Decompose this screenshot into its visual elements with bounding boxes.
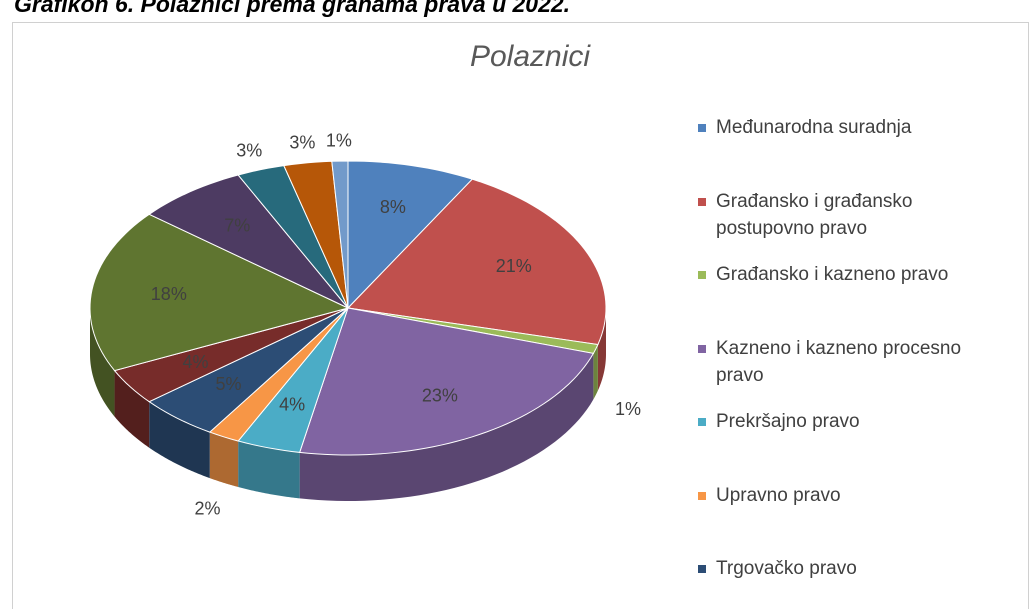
legend-swatch xyxy=(698,418,706,426)
pie-side xyxy=(149,401,210,479)
legend-label: Trgovačko pravo xyxy=(716,558,857,579)
pie-slice xyxy=(283,160,349,309)
pie-slice xyxy=(148,174,349,309)
data-label: 7% xyxy=(224,215,250,235)
data-label: 1% xyxy=(326,131,352,151)
legend-item: Međunarodna suradnja xyxy=(698,114,981,188)
pie-side xyxy=(209,432,239,488)
heading: Grafikon 6. Polaznici prema granama prav… xyxy=(14,0,570,17)
legend-swatch xyxy=(698,124,706,132)
data-label: 18% xyxy=(151,284,187,304)
data-label: 3% xyxy=(289,133,315,153)
legend-label: Međunarodna suradnja xyxy=(716,117,912,138)
data-label: 4% xyxy=(183,352,209,372)
pie-slice xyxy=(113,307,349,403)
pie-side xyxy=(299,353,594,501)
pie-slice xyxy=(346,178,607,346)
legend-swatch xyxy=(698,344,706,353)
legend-label: Kazneno i kazneno procesno pravo xyxy=(716,337,962,386)
legend-label: Prekršajno pravo xyxy=(716,411,860,432)
legend-item: Upravno pravo xyxy=(698,482,981,556)
pie-slice xyxy=(237,165,349,309)
legend-label: Upravno pravo xyxy=(716,484,841,506)
legend-label: Građansko i kazneno pravo xyxy=(716,264,949,285)
pie-slice xyxy=(89,213,350,372)
data-label: 3% xyxy=(236,140,262,160)
data-label: 1% xyxy=(615,399,641,419)
data-label: 8% xyxy=(380,197,406,217)
data-label: 23% xyxy=(422,385,458,405)
pie-side xyxy=(90,308,115,417)
pie-side xyxy=(597,308,606,391)
data-label: 21% xyxy=(496,256,532,276)
pie-side xyxy=(114,370,150,448)
legend-label: Građansko i građansko postupovno pravo xyxy=(716,190,913,239)
legend-item: Kazneno i kazneno procesno pravo xyxy=(698,335,981,409)
legend-item: Građansko i kazneno pravo xyxy=(698,261,981,335)
pie-slice xyxy=(331,160,349,309)
legend-item: Prekršajno pravo xyxy=(698,408,981,482)
data-label: 5% xyxy=(216,374,242,394)
pie-slice xyxy=(237,307,349,453)
legend-swatch xyxy=(698,565,706,573)
legend-swatch xyxy=(698,197,706,206)
pie-slice xyxy=(148,307,349,433)
legend: Međunarodna suradnja Građansko i građansk… xyxy=(698,114,998,609)
data-label: 2% xyxy=(195,498,221,518)
data-label: 4% xyxy=(279,395,305,415)
legend-item: Građansko i građansko postupovno pravo xyxy=(698,188,981,262)
chart-title: Polaznici xyxy=(470,40,591,73)
legend-swatch xyxy=(698,271,706,279)
pie-side xyxy=(238,441,300,499)
pie-slice xyxy=(347,160,474,310)
pie-side xyxy=(593,344,598,400)
legend-swatch xyxy=(698,491,706,500)
legend-item: Trgovačko pravo xyxy=(698,555,981,609)
pie-slice xyxy=(298,307,595,456)
